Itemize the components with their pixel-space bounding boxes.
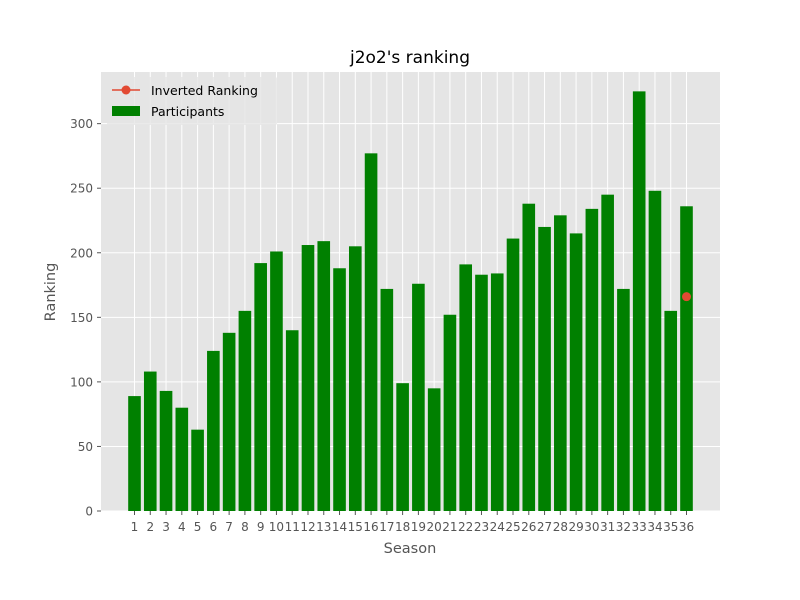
- bar-season-7: [222, 332, 236, 511]
- bar-season-13: [317, 241, 331, 512]
- bar-season-5: [191, 429, 204, 511]
- x-tick-label: 10: [269, 520, 284, 534]
- x-tick-label: 18: [395, 520, 410, 534]
- x-tick-label: 7: [225, 520, 233, 534]
- bar-season-4: [175, 407, 189, 511]
- bar-season-21: [443, 314, 457, 511]
- chart-title: j2o2's ranking: [349, 48, 470, 68]
- x-tick-label: 15: [348, 520, 363, 534]
- x-tick-label: 22: [458, 520, 473, 534]
- bar-season-1: [128, 396, 141, 511]
- x-tick-label: 4: [178, 520, 186, 534]
- x-tick-label: 34: [647, 520, 662, 534]
- x-tick-label: 12: [300, 520, 315, 534]
- y-tick-label: 200: [70, 246, 93, 260]
- x-tick-label: 28: [553, 520, 568, 534]
- x-tick-label: 36: [679, 520, 694, 534]
- bar-season-6: [207, 350, 220, 511]
- y-tick-label: 100: [70, 375, 93, 389]
- x-tick-label: 29: [568, 520, 583, 534]
- bar-season-25: [506, 238, 520, 511]
- bar-season-11: [285, 330, 299, 511]
- x-tick-label: 1: [131, 520, 139, 534]
- x-tick-label: 3: [162, 520, 170, 534]
- x-tick-label: 35: [663, 520, 678, 534]
- x-tick-label: 16: [363, 520, 378, 534]
- x-tick-label: 30: [584, 520, 599, 534]
- y-tick-label: 250: [70, 182, 93, 196]
- x-tick-label: 26: [521, 520, 536, 534]
- x-tick-label: 31: [600, 520, 615, 534]
- y-axis-title: Ranking: [43, 263, 59, 322]
- x-tick-label: 5: [194, 520, 202, 534]
- bar-season-34: [648, 190, 662, 511]
- legend-box: [107, 77, 277, 125]
- legend-marker-swatch: [121, 85, 131, 95]
- x-tick-label: 20: [427, 520, 442, 534]
- x-tick-label: 2: [146, 520, 154, 534]
- bar-season-8: [238, 310, 252, 511]
- bar-season-28: [554, 215, 567, 511]
- bar-season-9: [254, 263, 267, 511]
- bar-season-22: [459, 264, 473, 511]
- legend-label-inverted-ranking: Inverted Ranking: [151, 83, 258, 98]
- bar-season-3: [159, 390, 173, 511]
- x-tick-label: 24: [490, 520, 505, 534]
- legend: Inverted Ranking Participants: [107, 77, 277, 125]
- x-tick-label: 25: [505, 520, 520, 534]
- bar-season-29: [569, 233, 583, 511]
- x-tick-label: 27: [537, 520, 552, 534]
- y-tick-label: 50: [78, 440, 93, 454]
- bar-season-33: [632, 91, 646, 511]
- x-tick-label: 21: [442, 520, 457, 534]
- y-tick-label: 300: [70, 117, 93, 131]
- bar-season-32: [617, 288, 630, 511]
- y-tick-label: 0: [85, 505, 93, 519]
- bar-season-14: [333, 268, 346, 511]
- bar-season-31: [601, 194, 614, 512]
- bar-season-15: [348, 246, 362, 511]
- bar-season-2: [143, 371, 157, 511]
- x-tick-label: 33: [632, 520, 647, 534]
- bar-season-36: [680, 206, 693, 511]
- bar-season-10: [270, 251, 283, 512]
- x-tick-label: 13: [316, 520, 331, 534]
- bar-season-19: [412, 283, 425, 511]
- bar-season-20: [427, 388, 441, 511]
- x-tick-label: 23: [474, 520, 489, 534]
- bar-season-26: [522, 203, 536, 511]
- bar-season-35: [664, 310, 678, 511]
- x-axis-title: Season: [384, 541, 437, 557]
- x-tick-label: 17: [379, 520, 394, 534]
- x-tick-label: 11: [285, 520, 300, 534]
- bar-season-24: [490, 273, 504, 511]
- bar-season-27: [538, 226, 551, 512]
- bar-season-16: [364, 153, 378, 511]
- x-tick-label: 32: [616, 520, 631, 534]
- y-tick-label: 150: [70, 311, 93, 325]
- x-tick-label: 19: [411, 520, 426, 534]
- plot-area: [101, 72, 720, 511]
- legend-bar-swatch: [112, 106, 140, 116]
- x-tick-label: 8: [241, 520, 249, 534]
- legend-label-participants: Participants: [151, 104, 224, 119]
- bar-season-12: [301, 245, 315, 512]
- x-tick-label: 6: [210, 520, 218, 534]
- x-tick-label: 14: [332, 520, 347, 534]
- x-tick-label: 9: [257, 520, 265, 534]
- bar-season-23: [475, 274, 488, 511]
- bar-season-17: [380, 288, 394, 511]
- bar-season-30: [585, 208, 599, 512]
- inverted-ranking-point: [682, 292, 691, 302]
- bar-season-18: [396, 383, 409, 511]
